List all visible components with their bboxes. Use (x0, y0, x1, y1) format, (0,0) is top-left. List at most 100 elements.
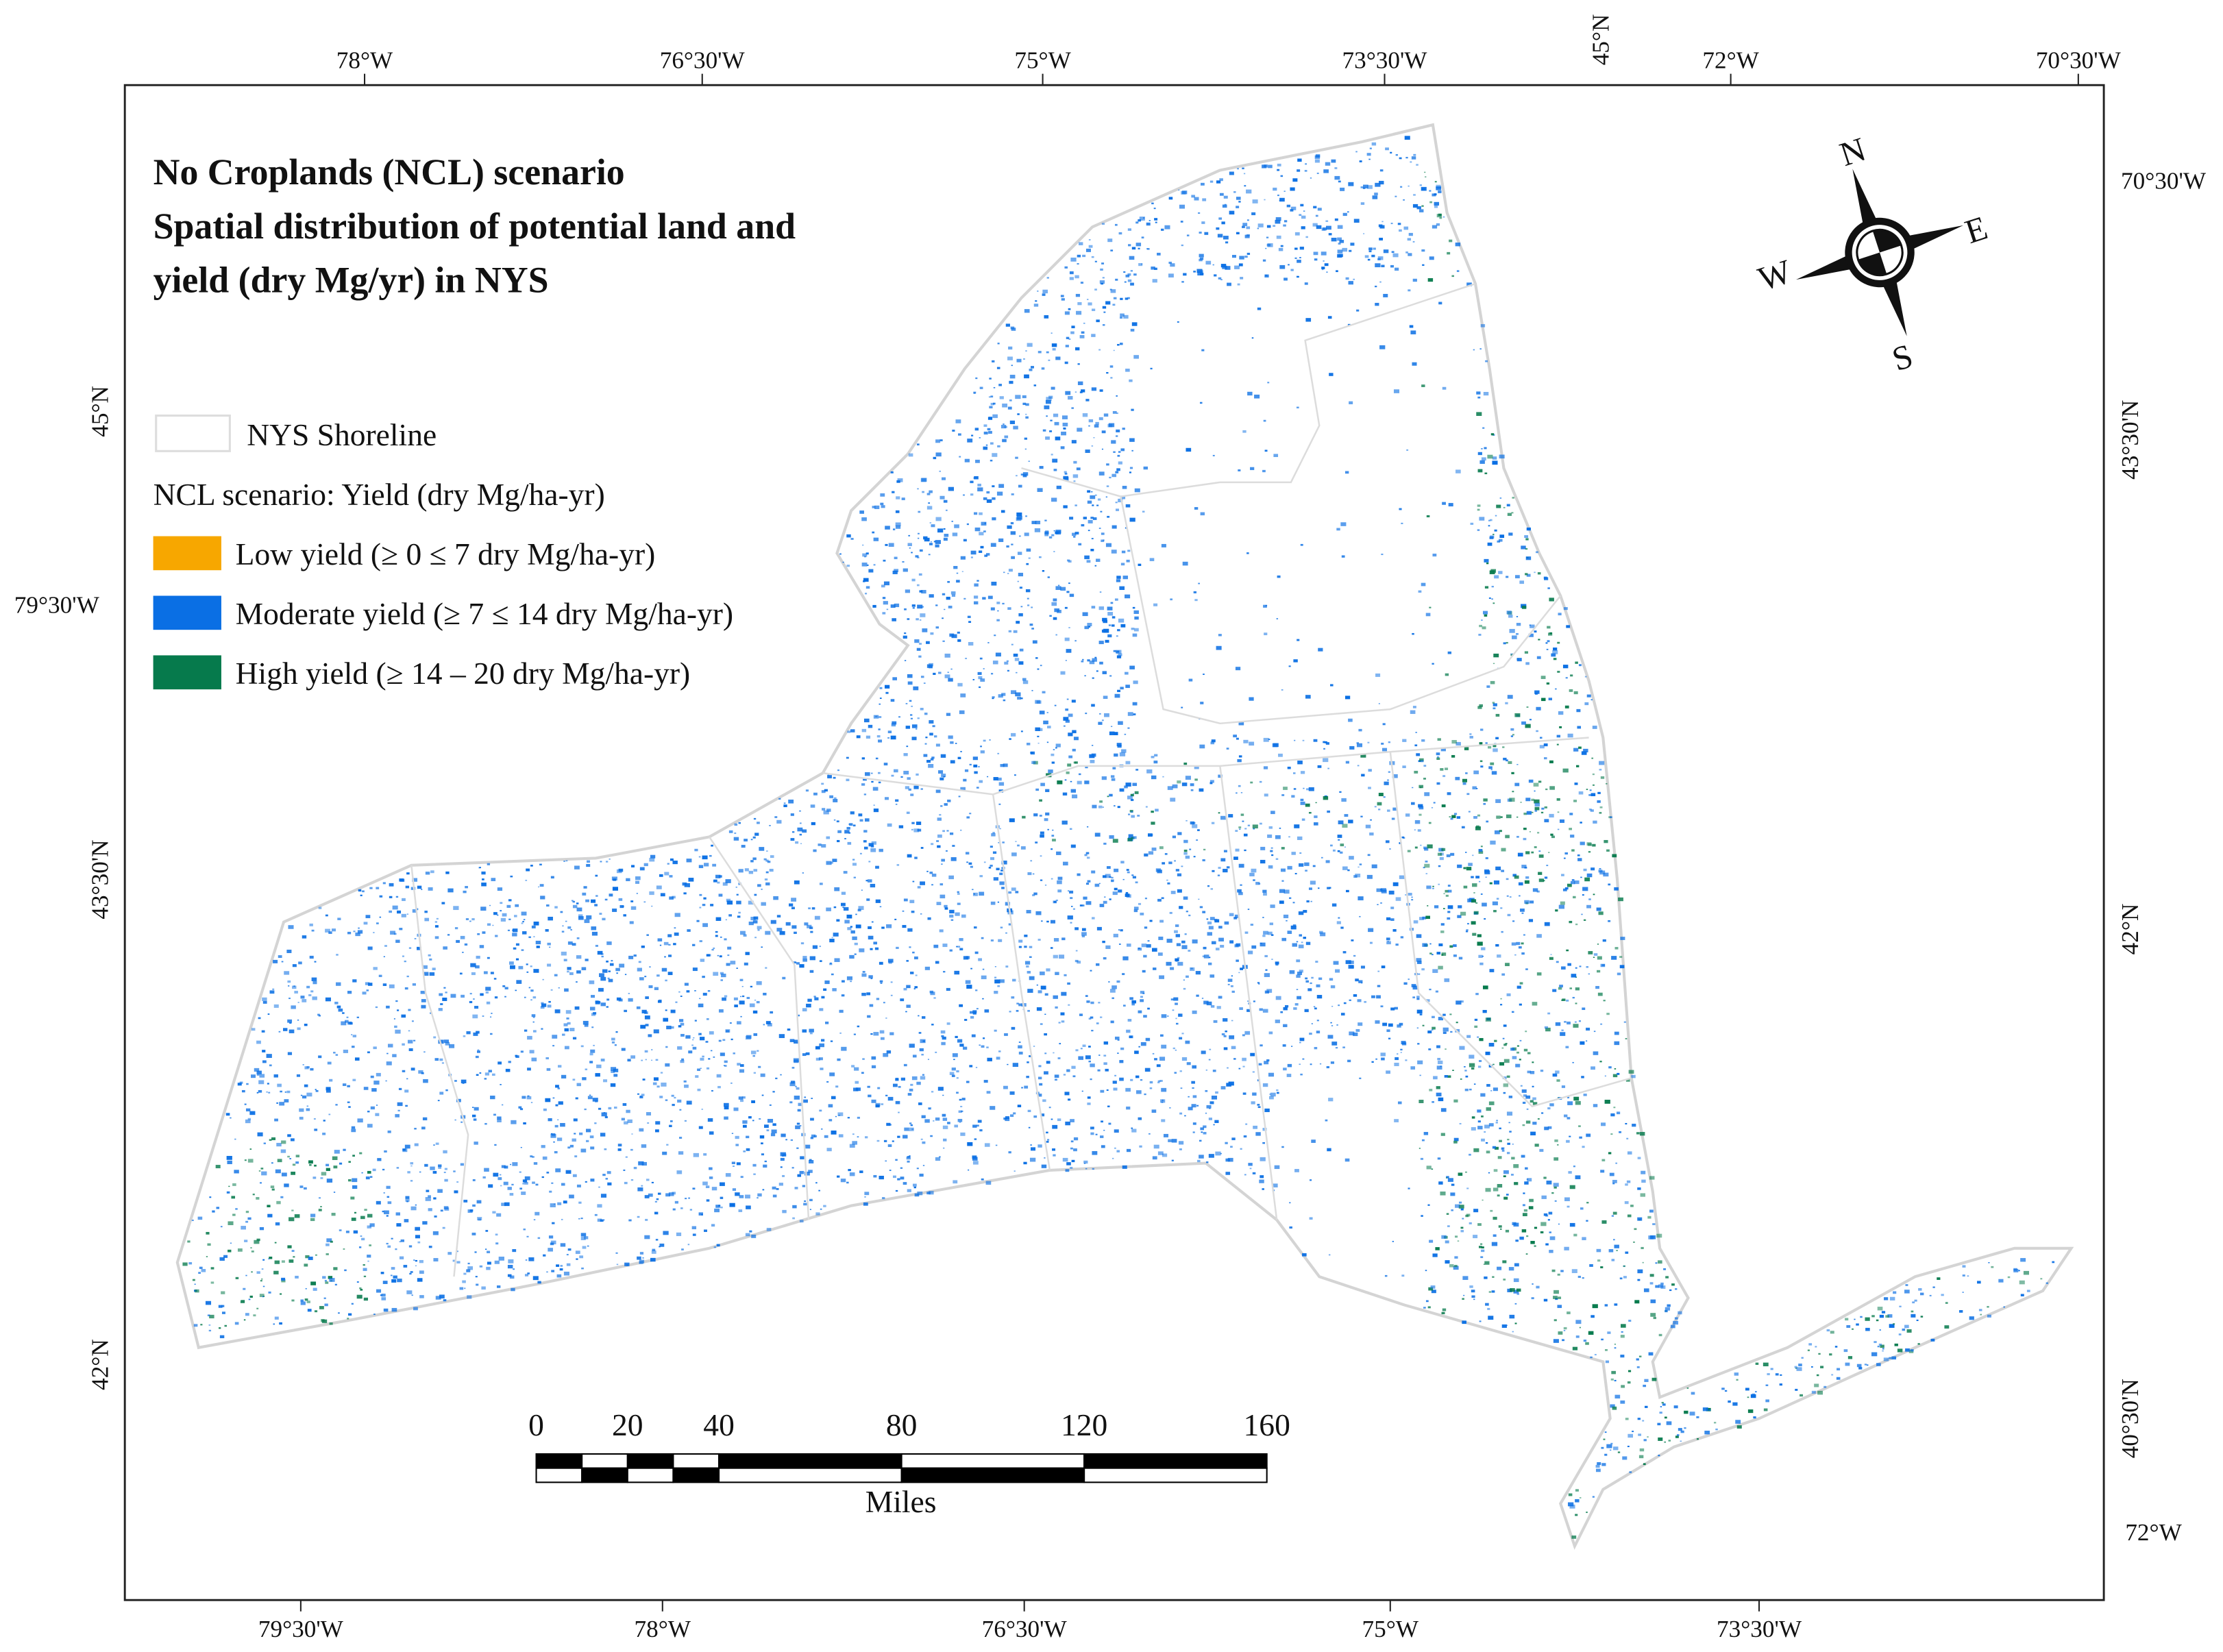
yield-pixel (1431, 806, 1434, 809)
yield-pixel (1208, 957, 1211, 959)
yield-pixel (444, 1207, 450, 1211)
yield-pixel (1359, 160, 1362, 162)
yield-pixel (1579, 965, 1582, 967)
yield-pixel (1450, 817, 1453, 820)
yield-pixel (1192, 1087, 1194, 1089)
yield-pixel (1321, 267, 1325, 269)
yield-pixel (1309, 1217, 1313, 1220)
yield-pixel (556, 1264, 560, 1267)
yield-pixel (766, 1227, 772, 1231)
yield-pixel (1323, 741, 1325, 743)
yield-pixel (1536, 890, 1540, 893)
yield-pixel (535, 940, 541, 945)
yield-pixel (954, 970, 960, 975)
yield-pixel (1441, 848, 1446, 851)
yield-pixel (912, 607, 915, 609)
yield-pixel (565, 860, 568, 862)
yield-pixel (979, 532, 984, 536)
yield-pixel (1081, 935, 1085, 937)
yield-pixel (748, 922, 754, 926)
yield-pixel (1063, 717, 1069, 721)
yield-pixel (532, 996, 537, 999)
yield-pixel (1473, 349, 1475, 351)
yield-pixel (360, 1288, 363, 1291)
yield-pixel (1186, 1062, 1191, 1065)
yield-pixel (1460, 1230, 1464, 1233)
yield-pixel (1450, 1031, 1453, 1033)
yield-pixel (486, 1001, 491, 1004)
yield-pixel (1048, 359, 1051, 361)
yield-pixel (1275, 961, 1279, 965)
yield-pixel (1437, 1060, 1443, 1065)
yield-pixel (759, 1135, 765, 1139)
yield-pixel (796, 1122, 800, 1125)
yield-pixel (511, 1287, 515, 1292)
yield-pixel (943, 1138, 947, 1142)
yield-pixel (1444, 978, 1450, 983)
yield-pixel (1399, 1022, 1403, 1026)
yield-pixel (1366, 153, 1371, 156)
yield-pixel (1492, 460, 1498, 465)
yield-pixel (917, 717, 920, 719)
yield-pixel (239, 1081, 243, 1084)
yield-pixel (1335, 1047, 1338, 1049)
yield-pixel (982, 968, 985, 970)
yield-pixel (861, 728, 867, 732)
yield-pixel (912, 951, 915, 954)
yield-pixel (1325, 162, 1331, 166)
yield-pixel (1008, 346, 1013, 350)
yield-pixel (918, 537, 920, 539)
yield-pixel (256, 1092, 259, 1094)
yield-pixel (1576, 708, 1581, 713)
yield-pixel (850, 811, 855, 815)
yield-pixel (719, 955, 722, 958)
yield-pixel (207, 1314, 210, 1316)
yield-pixel (1595, 985, 1599, 989)
yield-pixel (975, 989, 978, 991)
yield-pixel (1018, 939, 1023, 943)
yield-pixel (247, 1118, 251, 1120)
yield-pixel (1937, 1277, 1941, 1280)
yield-pixel (352, 979, 357, 983)
yield-pixel (1538, 872, 1543, 875)
yield-pixel (490, 1033, 493, 1035)
yield-pixel (1433, 802, 1436, 804)
yield-pixel (269, 1256, 273, 1259)
yield-pixel (1022, 815, 1026, 819)
yield-pixel (809, 1159, 812, 1161)
yield-pixel (709, 1167, 713, 1170)
yield-pixel (928, 554, 931, 556)
yield-pixel (1166, 939, 1172, 943)
yield-pixel (1561, 874, 1564, 876)
yield-pixel (1012, 1063, 1018, 1067)
yield-pixel (306, 1300, 310, 1303)
yield-pixel (193, 1324, 198, 1327)
yield-pixel (1562, 998, 1566, 1001)
yield-pixel (308, 994, 312, 996)
yield-pixel (849, 954, 855, 959)
yield-pixel (1368, 787, 1371, 789)
yield-pixel (868, 569, 874, 573)
yield-pixel (855, 924, 861, 928)
yield-pixel (1375, 263, 1381, 268)
yield-pixel (970, 480, 974, 484)
yield-pixel (753, 1072, 757, 1074)
yield-pixel (1606, 1444, 1612, 1448)
yield-pixel (1543, 743, 1548, 747)
yield-pixel (957, 631, 960, 634)
yield-pixel (237, 1248, 243, 1252)
yield-pixel (691, 1044, 693, 1046)
yield-pixel (725, 919, 727, 921)
yield-pixel (890, 735, 896, 740)
yield-pixel (929, 872, 933, 874)
yield-pixel (1103, 900, 1107, 904)
yield-pixel (1151, 1109, 1157, 1113)
yield-pixel (884, 685, 890, 689)
yield-pixel (1103, 311, 1106, 313)
yield-pixel (907, 618, 910, 620)
yield-pixel (1279, 900, 1284, 904)
yield-pixel (474, 1107, 479, 1111)
yield-pixel (1371, 1061, 1374, 1063)
yield-pixel (1047, 828, 1049, 830)
yield-pixel (846, 914, 852, 919)
